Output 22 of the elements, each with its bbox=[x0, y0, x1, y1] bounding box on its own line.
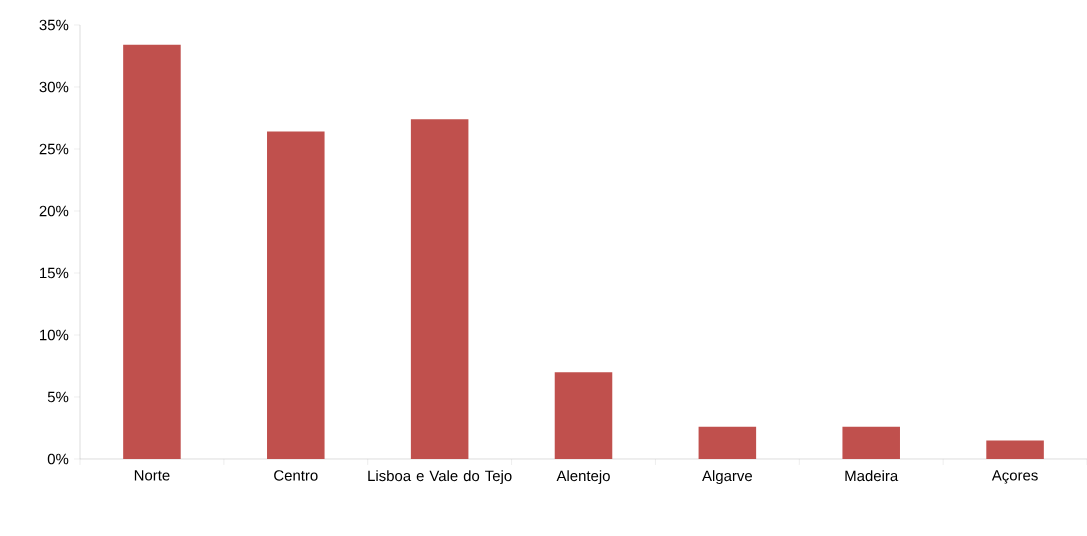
y-tick-label: 20% bbox=[39, 205, 69, 217]
bar bbox=[267, 131, 325, 459]
bar bbox=[986, 440, 1044, 459]
bar bbox=[842, 426, 900, 459]
x-tick-label: Madeira bbox=[845, 470, 899, 482]
bar bbox=[410, 119, 469, 459]
x-tick-label: Alentejo bbox=[556, 470, 610, 485]
x-tick-label: Centro bbox=[274, 470, 318, 481]
y-tick-label: 30% bbox=[39, 81, 69, 93]
x-tick-label: Açores bbox=[991, 470, 1038, 484]
bar bbox=[698, 426, 757, 459]
x-tick-label: Norte bbox=[134, 470, 170, 481]
x-tick-label: Algarve bbox=[702, 470, 753, 485]
x-tick-label: Lisboa e Vale do Tejo bbox=[368, 470, 512, 485]
y-tick-label: 35% bbox=[39, 19, 69, 31]
y-tick-label: 0% bbox=[47, 453, 69, 465]
bar bbox=[123, 44, 181, 459]
y-tick-label: 15% bbox=[40, 267, 69, 279]
y-tick-label: 10% bbox=[40, 329, 69, 341]
y-tick-label: 5% bbox=[47, 391, 69, 403]
bar bbox=[554, 372, 613, 459]
y-tick-label: 25% bbox=[39, 143, 69, 155]
